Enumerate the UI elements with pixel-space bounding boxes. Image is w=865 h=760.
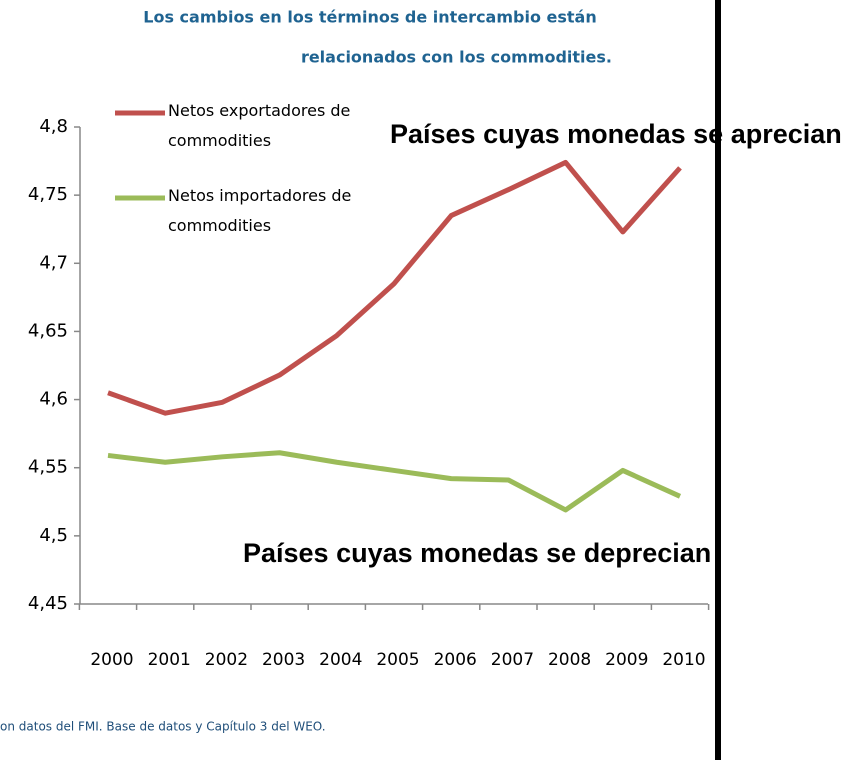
x-tick-label: 2003 <box>262 650 305 670</box>
y-tick-label: 4,8 <box>39 116 68 137</box>
y-tick-label: 4,55 <box>28 457 68 478</box>
x-tick-label: 2007 <box>491 650 534 670</box>
series-line <box>107 450 682 513</box>
y-tick-label: 4,7 <box>39 252 68 273</box>
divider <box>715 0 721 760</box>
x-tick-label: 2002 <box>205 650 248 670</box>
y-tick-label: 4,65 <box>28 320 68 341</box>
x-tick-label: 2009 <box>605 650 648 670</box>
chart-title: Los cambios en los términos de intercamb… <box>143 8 596 27</box>
x-tick-label: 2005 <box>376 650 419 670</box>
annotation: Países cuyas monedas se deprecian <box>243 538 712 568</box>
x-tick-label: 2004 <box>319 650 362 670</box>
source: on datos del FMI. Base de datos y Capítu… <box>0 720 326 734</box>
x-tick-label: 2001 <box>148 650 191 670</box>
y-tick-label: 4,6 <box>39 389 68 410</box>
y-tick-label: 4,45 <box>28 593 68 614</box>
y-tick-label: 4,75 <box>28 184 68 205</box>
legend-label: Netos exportadores de commodities <box>168 101 351 150</box>
x-tick-label: 2010 <box>662 650 705 670</box>
chart-subtitle: relacionados con los commodities. <box>301 48 612 67</box>
series-line <box>107 159 682 416</box>
legend-label: Netos importadores de commodities <box>168 186 352 235</box>
y-tick-label: 4,5 <box>39 525 68 546</box>
x-tick-label: 2008 <box>548 650 591 670</box>
x-tick-label: 2000 <box>90 650 133 670</box>
annotation: Países cuyas monedas se aprecian <box>390 119 842 149</box>
x-tick-label: 2006 <box>434 650 477 670</box>
